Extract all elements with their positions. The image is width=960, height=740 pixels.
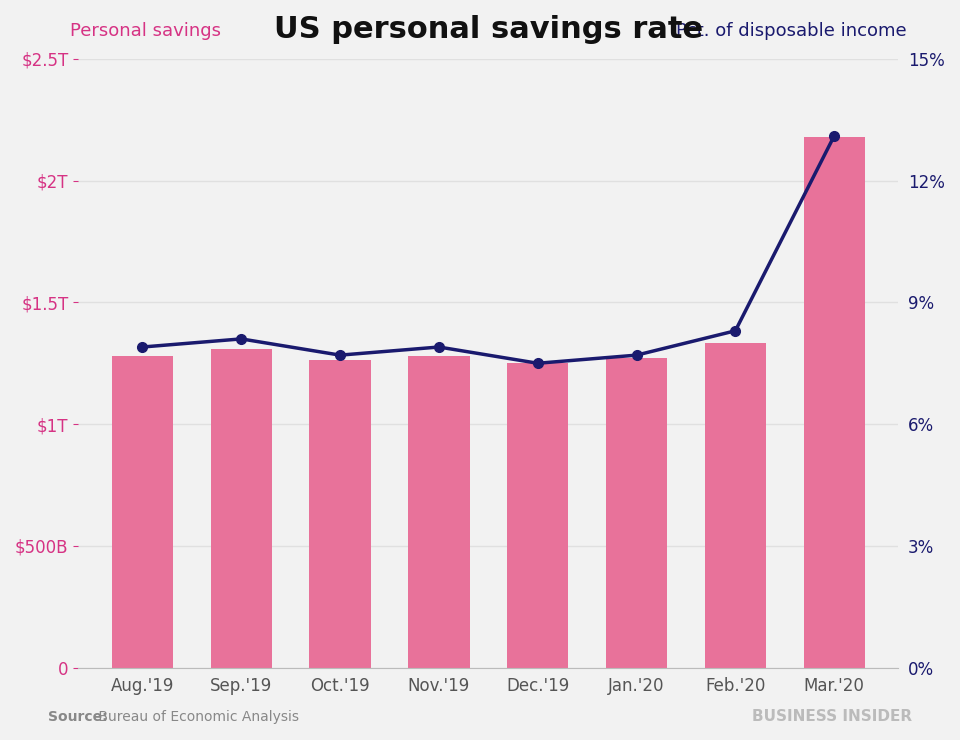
- Bar: [408, 356, 469, 667]
- Bar: [705, 343, 766, 667]
- Title: US personal savings rate: US personal savings rate: [274, 15, 703, 44]
- Bar: [606, 358, 667, 667]
- Bar: [111, 356, 173, 667]
- Text: Pct. of disposable income: Pct. of disposable income: [676, 22, 906, 40]
- Text: Personal savings: Personal savings: [70, 22, 221, 40]
- Text: BUSINESS INSIDER: BUSINESS INSIDER: [752, 709, 912, 724]
- Text: Bureau of Economic Analysis: Bureau of Economic Analysis: [94, 710, 300, 724]
- Bar: [210, 349, 272, 667]
- Bar: [309, 360, 371, 667]
- Bar: [804, 137, 865, 667]
- Bar: [507, 363, 568, 667]
- Text: Source:: Source:: [48, 710, 108, 724]
